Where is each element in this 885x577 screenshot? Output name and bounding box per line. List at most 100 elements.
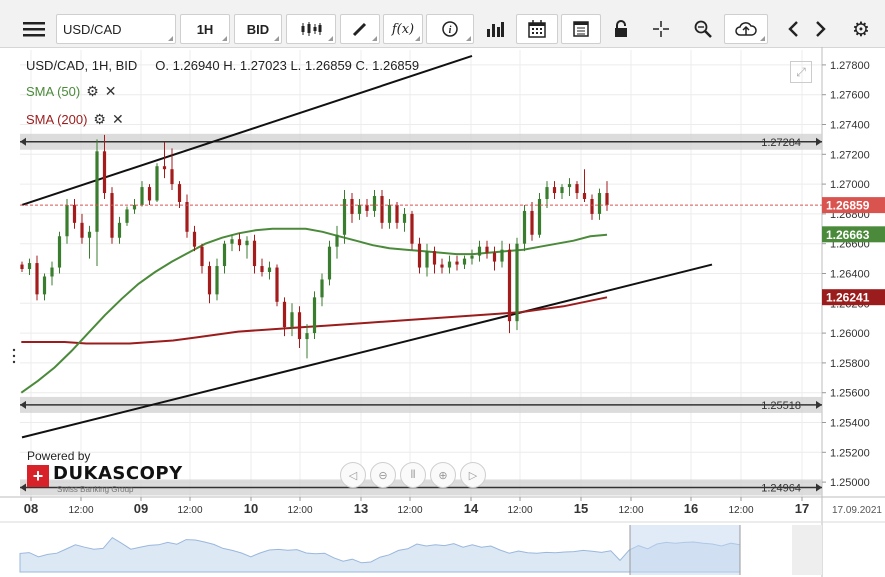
- swiss-cross-logo-icon: +: [27, 464, 49, 487]
- watermark-subtitle: Swiss Banking Group: [57, 484, 134, 494]
- candle-body: [507, 249, 512, 322]
- lock-glyph: [615, 20, 627, 37]
- candle-body: [575, 184, 579, 194]
- candle-body: [282, 301, 287, 328]
- trendline[interactable]: [21, 55, 473, 206]
- svg-text:i: i: [449, 25, 452, 36]
- time-tick-label: 12:00: [507, 505, 532, 516]
- scroll-right-icon[interactable]: ▷: [460, 462, 486, 488]
- sma200-remove-close-icon[interactable]: ✕: [111, 111, 124, 127]
- sma50-settings-gear-icon[interactable]: ⚙: [86, 83, 99, 99]
- candle-body: [245, 240, 249, 246]
- candle-body: [155, 166, 159, 201]
- symbol-selector[interactable]: USD/CAD: [56, 14, 176, 44]
- time-tick-label: 12:00: [728, 505, 753, 516]
- resize-handle-dot[interactable]: [12, 360, 16, 364]
- level-arrow-left-icon: [20, 400, 26, 409]
- candle-type-icon[interactable]: [286, 14, 336, 44]
- candle-body: [492, 252, 497, 262]
- hamburger-glyph: [23, 22, 45, 37]
- time-tick-label: 12:00: [68, 505, 93, 516]
- level-arrow-right-icon: [816, 400, 822, 409]
- time-tick-label: 12:00: [287, 505, 312, 516]
- price-side-selector[interactable]: BID: [234, 14, 282, 44]
- candle-body: [110, 193, 114, 238]
- sma200-settings-gear-icon[interactable]: ⚙: [93, 111, 106, 127]
- price-tag-label: 1.26859: [826, 199, 870, 213]
- candle-body: [357, 204, 362, 214]
- chevron-left-glyph: [788, 21, 798, 37]
- calendar-icon[interactable]: [516, 14, 558, 44]
- candle-body: [252, 240, 257, 267]
- lock-icon[interactable]: [606, 14, 636, 44]
- dukascopy-watermark: Powered by + DUKASCOPY Swiss Banking Grou…: [27, 449, 183, 494]
- report-icon[interactable]: [561, 14, 601, 44]
- candle-body: [162, 166, 167, 170]
- watermark-brand: DUKASCOPY: [53, 463, 183, 484]
- candle-body: [87, 231, 92, 238]
- candle-body: [320, 279, 324, 298]
- volume-bars-icon[interactable]: [478, 14, 512, 44]
- menu-icon[interactable]: [14, 14, 54, 44]
- function-fx-icon[interactable]: f(x): [383, 14, 423, 44]
- candle-body: [537, 199, 542, 235]
- resize-handle-dot[interactable]: [12, 348, 16, 352]
- candle-body: [342, 199, 347, 235]
- trendline[interactable]: [21, 263, 713, 439]
- candle-body: [440, 264, 444, 268]
- time-tick-label: 17: [795, 501, 809, 516]
- candle-body: [522, 210, 527, 244]
- next-arrow-icon[interactable]: [810, 14, 832, 44]
- sma200-label: SMA (200): [26, 112, 88, 127]
- dropdown-corner-icon: [372, 36, 377, 41]
- symbol-label: USD/CAD: [63, 21, 122, 37]
- time-tick-label: 14: [464, 501, 479, 516]
- scroll-left-icon[interactable]: ◁: [340, 462, 366, 488]
- candle-body: [125, 209, 129, 223]
- candle-body: [455, 261, 459, 265]
- dropdown-corner-icon: [415, 36, 420, 41]
- candle-body: [312, 297, 317, 334]
- candle-body: [95, 151, 99, 232]
- candle-body: [267, 267, 272, 273]
- info-glyph: i: [442, 21, 458, 37]
- candle-body: [42, 276, 47, 295]
- candle-body: [515, 243, 519, 322]
- candle-body: [27, 263, 32, 270]
- candle-body: [102, 151, 107, 194]
- cloud-upload-icon[interactable]: [724, 14, 768, 44]
- crosshair-icon[interactable]: [646, 14, 676, 44]
- settings-gear-icon[interactable]: ⚙: [846, 14, 876, 44]
- draw-pencil-icon[interactable]: [340, 14, 380, 44]
- price-tick-label: 1.27200: [830, 149, 870, 161]
- candle-body: [605, 193, 609, 205]
- time-axis-end-label: 17.09.2021: [832, 505, 882, 516]
- price-tag-label: 1.26241: [826, 291, 870, 305]
- navigator-window[interactable]: [630, 525, 740, 575]
- candle-body: [215, 266, 219, 295]
- candle-body: [365, 204, 369, 211]
- timeframe-selector[interactable]: 1H: [180, 14, 230, 44]
- zoom-icon[interactable]: [688, 14, 718, 44]
- time-tick-label: 12:00: [177, 505, 202, 516]
- candle-body: [500, 249, 504, 262]
- cloud-glyph: [735, 22, 757, 36]
- crosshair-glyph: [653, 21, 669, 37]
- candle-body: [140, 187, 144, 205]
- navigator-scroll-end[interactable]: [792, 525, 822, 575]
- info-icon[interactable]: i: [426, 14, 474, 44]
- price-chart[interactable]: 1.27284 1.25518 1.24964 1.27800 1.27600 1.274…: [0, 47, 885, 577]
- level-arrow-right-icon: [816, 137, 822, 146]
- prev-arrow-icon[interactable]: [782, 14, 804, 44]
- expand-chart-icon[interactable]: ⤢: [790, 61, 812, 83]
- resize-handle-dot[interactable]: [12, 354, 16, 358]
- zoom-in-icon[interactable]: ⊕: [430, 462, 456, 488]
- candle-body: [132, 204, 137, 210]
- sma50-remove-close-icon[interactable]: ✕: [104, 83, 117, 99]
- zoom-out-icon[interactable]: ⊖: [370, 462, 396, 488]
- price-tick-label: 1.25800: [830, 358, 870, 370]
- candle-body: [560, 187, 564, 194]
- candle-body: [447, 261, 452, 268]
- watermark-powered-by: Powered by: [27, 449, 91, 463]
- reset-view-icon[interactable]: ⦀: [400, 462, 426, 488]
